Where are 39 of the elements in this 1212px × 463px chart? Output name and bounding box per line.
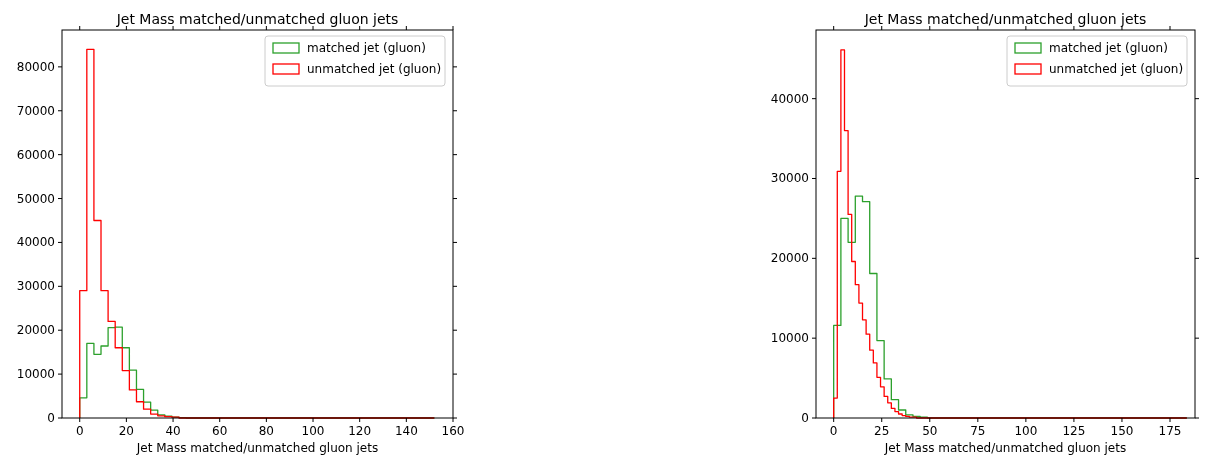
y-tick-label: 60000 [16, 147, 55, 162]
y-tick-label: 50000 [16, 191, 55, 206]
x-tick-label: 120 [348, 424, 372, 438]
x-tick-label: 60 [212, 424, 228, 438]
x-tick-label: 100 [1014, 424, 1038, 438]
y-tick-label: 40000 [770, 91, 809, 106]
x-tick-label: 150 [1110, 424, 1134, 438]
y-tick-label: 80000 [16, 59, 55, 74]
x-tick-label: 40 [165, 424, 181, 438]
x-tick-label: 160 [441, 424, 465, 438]
legend-label: unmatched jet (gluon) [307, 62, 442, 76]
y-tick-label: 20000 [770, 251, 809, 266]
legend-label: matched jet (gluon) [307, 41, 426, 55]
x-axis-title: Jet Mass matched/unmatched gluon jets [135, 441, 379, 455]
x-tick-label: 100 [301, 424, 325, 438]
y-tick-label: 10000 [16, 367, 55, 382]
y-tick-label: 70000 [16, 103, 55, 118]
x-tick-label: 80 [258, 424, 275, 438]
legend-label: matched jet (gluon) [1049, 41, 1168, 55]
x-tick-label: 25 [874, 424, 890, 438]
chart-title: Jet Mass matched/unmatched gluon jets [863, 11, 1147, 27]
y-tick-label: 30000 [770, 171, 809, 186]
chart-title: Jet Mass matched/unmatched gluon jets [115, 11, 399, 27]
y-tick-label: 0 [801, 411, 809, 425]
x-tick-label: 0 [75, 424, 84, 438]
x-tick-label: 20 [118, 424, 135, 438]
legend-label: unmatched jet (gluon) [1049, 62, 1184, 76]
x-axis-title: Jet Mass matched/unmatched gluon jets [883, 441, 1127, 455]
x-tick-label: 0 [829, 424, 838, 438]
y-tick-label: 40000 [16, 235, 55, 250]
y-tick-label: 10000 [770, 331, 809, 346]
y-tick-label: 20000 [16, 323, 55, 338]
y-tick-label: 0 [47, 411, 55, 425]
x-tick-label: 75 [970, 424, 986, 438]
x-tick-label: 175 [1158, 424, 1182, 438]
x-tick-label: 140 [394, 424, 418, 438]
y-tick-label: 30000 [16, 279, 55, 294]
x-tick-label: 125 [1062, 424, 1086, 438]
x-tick-label: 50 [922, 424, 938, 438]
